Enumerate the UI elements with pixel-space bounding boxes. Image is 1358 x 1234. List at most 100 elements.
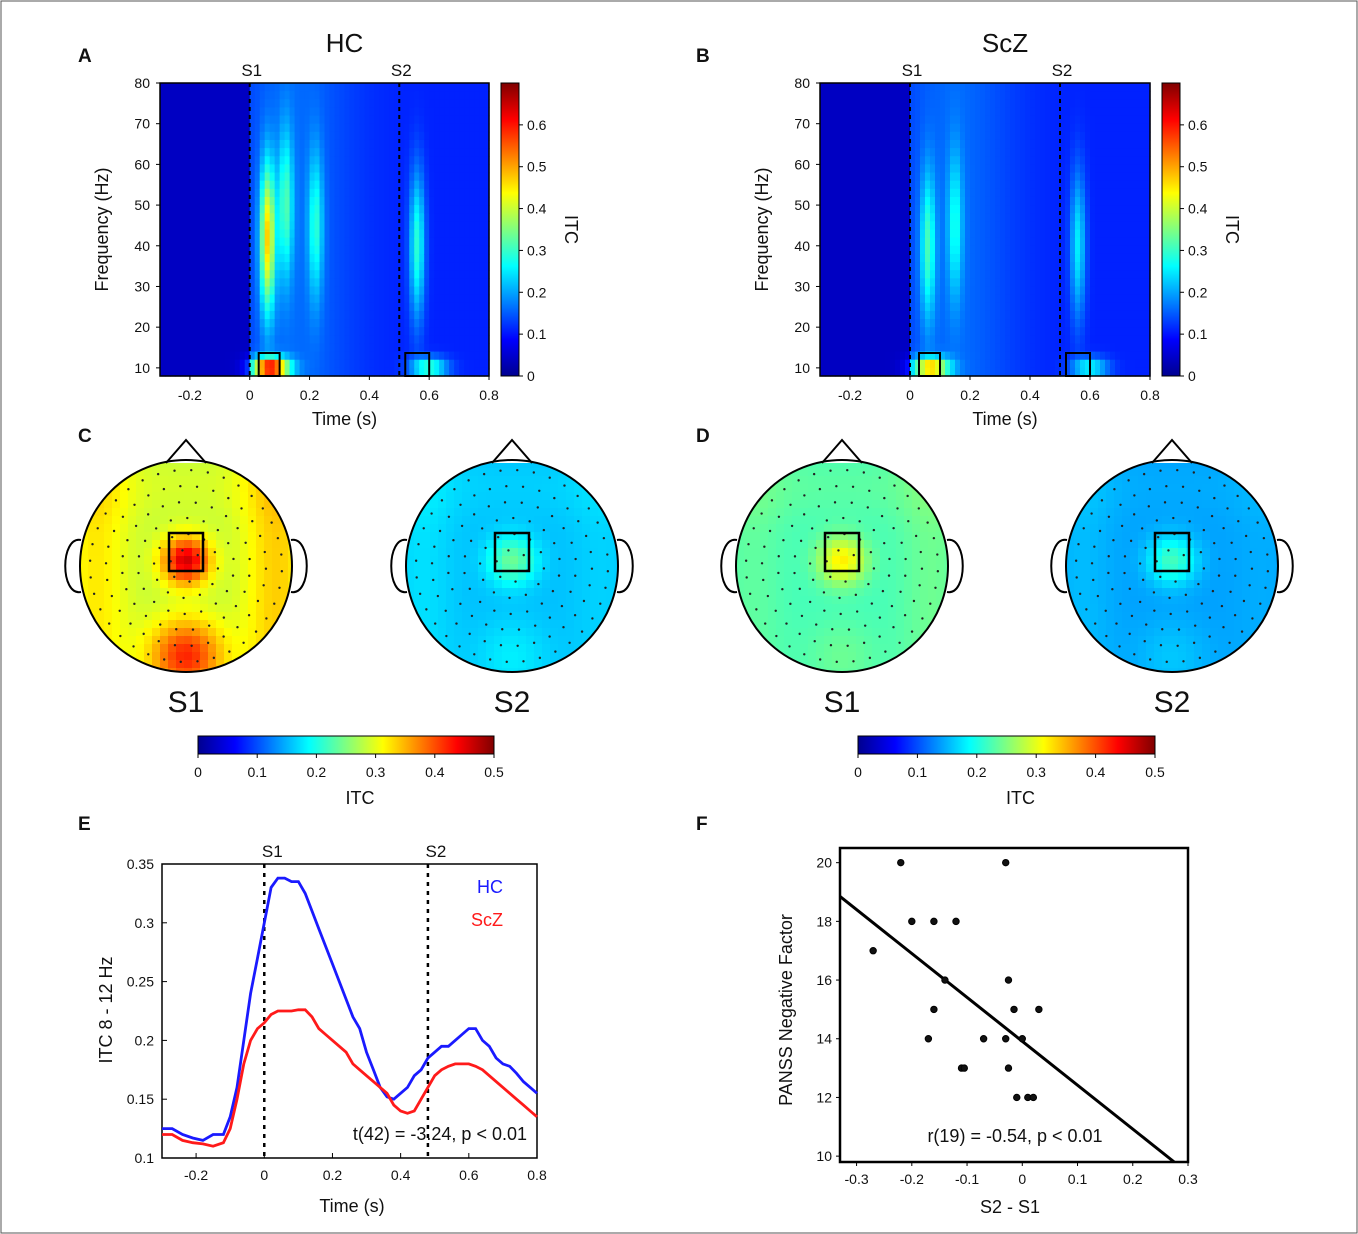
heatmap-cell	[169, 229, 176, 239]
heatmap-cell	[299, 83, 306, 92]
heatmap-cell	[1015, 335, 1021, 345]
heatmap-cell	[354, 319, 360, 328]
topo-cell	[104, 628, 113, 637]
heatmap-cell	[404, 164, 410, 174]
heatmap-cell	[334, 205, 341, 214]
heatmap-cell	[1025, 327, 1031, 336]
heatmap-cell	[895, 107, 901, 117]
heatmap-cell	[469, 262, 475, 271]
heatmap-cell	[434, 99, 440, 109]
heatmap-cell	[820, 286, 826, 296]
heatmap-cell	[1140, 359, 1146, 369]
heatmap-cell	[995, 343, 1001, 353]
heatmap-cell	[950, 107, 956, 117]
heatmap-cell	[439, 245, 445, 255]
heatmap-cell	[329, 139, 336, 149]
topo-cell	[96, 476, 105, 485]
heatmap-cell	[284, 123, 291, 133]
heatmap-cell	[344, 335, 351, 345]
heatmap-cell	[304, 164, 311, 174]
heatmap-cell	[434, 123, 440, 133]
heatmap-cell	[424, 164, 430, 174]
heatmap-cell	[339, 294, 346, 304]
heatmap-cell	[254, 278, 261, 288]
heatmap-cell	[214, 213, 221, 222]
heatmap-cell	[905, 188, 911, 198]
heatmap-cell	[980, 237, 986, 247]
heatmap-cell	[184, 172, 191, 182]
heatmap-cell	[194, 91, 201, 100]
heatmap-cell	[414, 99, 420, 109]
heatmap-cell	[1005, 319, 1011, 328]
heatmap-cell	[354, 213, 360, 222]
heatmap-cell	[860, 310, 866, 320]
heatmap-cell	[304, 367, 311, 377]
heatmap-cell	[469, 99, 475, 109]
heatmap-cell	[975, 123, 981, 133]
heatmap-cell	[319, 91, 326, 100]
heatmap-cell	[1105, 327, 1111, 336]
heatmap-cell	[880, 99, 886, 109]
heatmap-cell	[269, 123, 276, 133]
heatmap-cell	[429, 139, 435, 149]
heatmap-cell	[1030, 148, 1036, 157]
heatmap-cell	[1005, 188, 1011, 198]
heatmap-cell	[910, 91, 916, 100]
heatmap-cell	[439, 115, 445, 125]
heatmap-cell	[845, 196, 851, 206]
heatmap-cell	[214, 221, 221, 231]
colorbar-tick-label: 0.1	[527, 326, 547, 342]
heatmap-cell	[309, 164, 316, 174]
heatmap-cell	[1065, 123, 1071, 133]
topo-cell	[112, 612, 121, 621]
heatmap-cell	[339, 99, 346, 109]
heatmap-cell	[294, 351, 301, 361]
heatmap-cell	[990, 139, 996, 149]
heatmap-cell	[905, 351, 911, 361]
heatmap-cell	[254, 131, 261, 141]
heatmap-cell	[174, 245, 181, 255]
heatmap-cell	[409, 139, 415, 149]
heatmap-cell	[209, 91, 216, 100]
heatmap-cell	[404, 335, 410, 345]
heatmap-cell	[449, 205, 455, 214]
heatmap-cell	[364, 131, 370, 141]
heatmap-cell	[324, 294, 331, 304]
heatmap-cell	[264, 131, 271, 141]
heatmap-cell	[344, 253, 351, 263]
heatmap-cell	[219, 335, 226, 345]
heatmap-cell	[349, 270, 355, 279]
heatmap-cell	[384, 367, 390, 377]
heatmap-cell	[820, 302, 826, 312]
heatmap-cell	[1140, 335, 1146, 345]
topo-cell	[96, 484, 105, 493]
heatmap-cell	[1020, 156, 1026, 165]
heatmap-cell	[239, 139, 246, 149]
heatmap-cell	[464, 91, 470, 100]
topo-cell	[96, 572, 105, 581]
heatmap-cell	[985, 229, 991, 239]
heatmap-cell	[970, 262, 976, 271]
heatmap-cell	[1105, 221, 1111, 231]
heatmap-cell	[334, 221, 341, 231]
topo-cell	[112, 580, 121, 589]
heatmap-cell	[980, 164, 986, 174]
heatmap-cell	[469, 115, 475, 125]
heatmap-cell	[975, 164, 981, 174]
heatmap-cell	[254, 310, 261, 320]
topo-cell	[88, 644, 97, 653]
heatmap-cell	[164, 164, 171, 174]
heatmap-cell	[1080, 107, 1086, 117]
heatmap-cell	[389, 213, 395, 222]
heatmap-cell	[184, 270, 191, 279]
heatmap-cell	[419, 327, 425, 336]
heatmap-cell	[184, 213, 191, 222]
heatmap-cell	[199, 213, 206, 222]
heatmap-cell	[314, 270, 321, 279]
heatmap-cell	[1090, 221, 1096, 231]
heatmap-cell	[334, 148, 341, 157]
heatmap-cell	[840, 221, 846, 231]
heatmap-cell	[1115, 205, 1121, 214]
heatmap-cell	[915, 245, 921, 255]
heatmap-cell	[960, 286, 966, 296]
